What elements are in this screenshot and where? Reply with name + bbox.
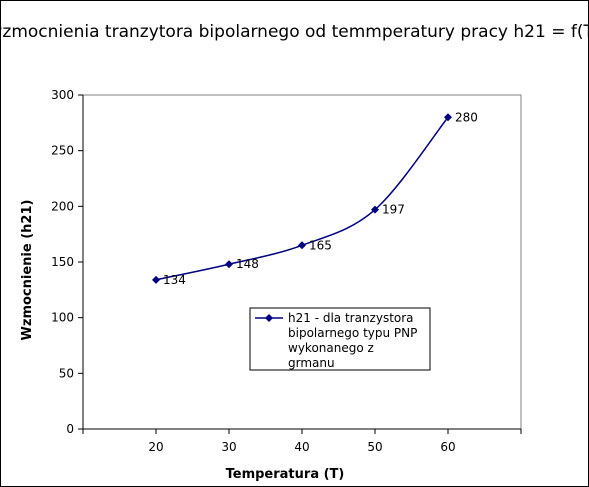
y-tick-label: 50 [59, 366, 74, 380]
y-tick-label: 250 [51, 144, 74, 158]
x-tick-label: 60 [440, 440, 455, 454]
legend-label-line-1: h21 - dla tranzystora [288, 311, 414, 325]
chart-title: wzmocnienia tranzytora bipolarnego od te… [0, 22, 589, 42]
y-tick-label: 300 [51, 88, 74, 102]
data-label: 148 [236, 257, 259, 271]
series-points [152, 113, 452, 284]
data-point [444, 113, 452, 122]
x-tick-label: 50 [367, 440, 382, 454]
x-tick-label: 30 [221, 440, 236, 454]
y-tick-label: 0 [66, 422, 74, 436]
data-point [152, 275, 160, 284]
data-label: 197 [382, 203, 405, 217]
data-label: 165 [309, 238, 332, 252]
axis-ticks: 0 50 100 150 200 250 300 20 30 40 50 60 [51, 88, 522, 454]
data-point [371, 205, 379, 214]
plot-area [82, 94, 522, 430]
data-label: 280 [455, 110, 478, 124]
y-axis-title: Wzmocnienie (h21) [20, 200, 35, 341]
legend: h21 - dla tranzystora bipolarnego typu P… [249, 307, 431, 371]
series-line [155, 116, 449, 281]
data-point [225, 260, 233, 269]
y-tick-label: 150 [51, 255, 74, 269]
x-tick-label: 40 [294, 440, 309, 454]
data-point [298, 241, 306, 250]
data-labels: 134 148 165 197 280 [163, 110, 478, 287]
data-label: 134 [163, 273, 186, 287]
y-tick-label: 200 [51, 199, 74, 213]
legend-series-marker [265, 314, 273, 322]
legend-series-label: h21 - dla tranzystora bipolarnego typu P… [288, 311, 421, 370]
y-tick-label: 100 [51, 311, 74, 325]
legend-label-line-4: grmanu [288, 356, 335, 370]
x-axis-title: Temperatura (T) [226, 467, 345, 482]
legend-label-line-2: bipolarnego typu PNP [288, 326, 417, 340]
x-tick-label: 20 [148, 440, 163, 454]
legend-label-line-3: wykonanego z [288, 341, 374, 355]
